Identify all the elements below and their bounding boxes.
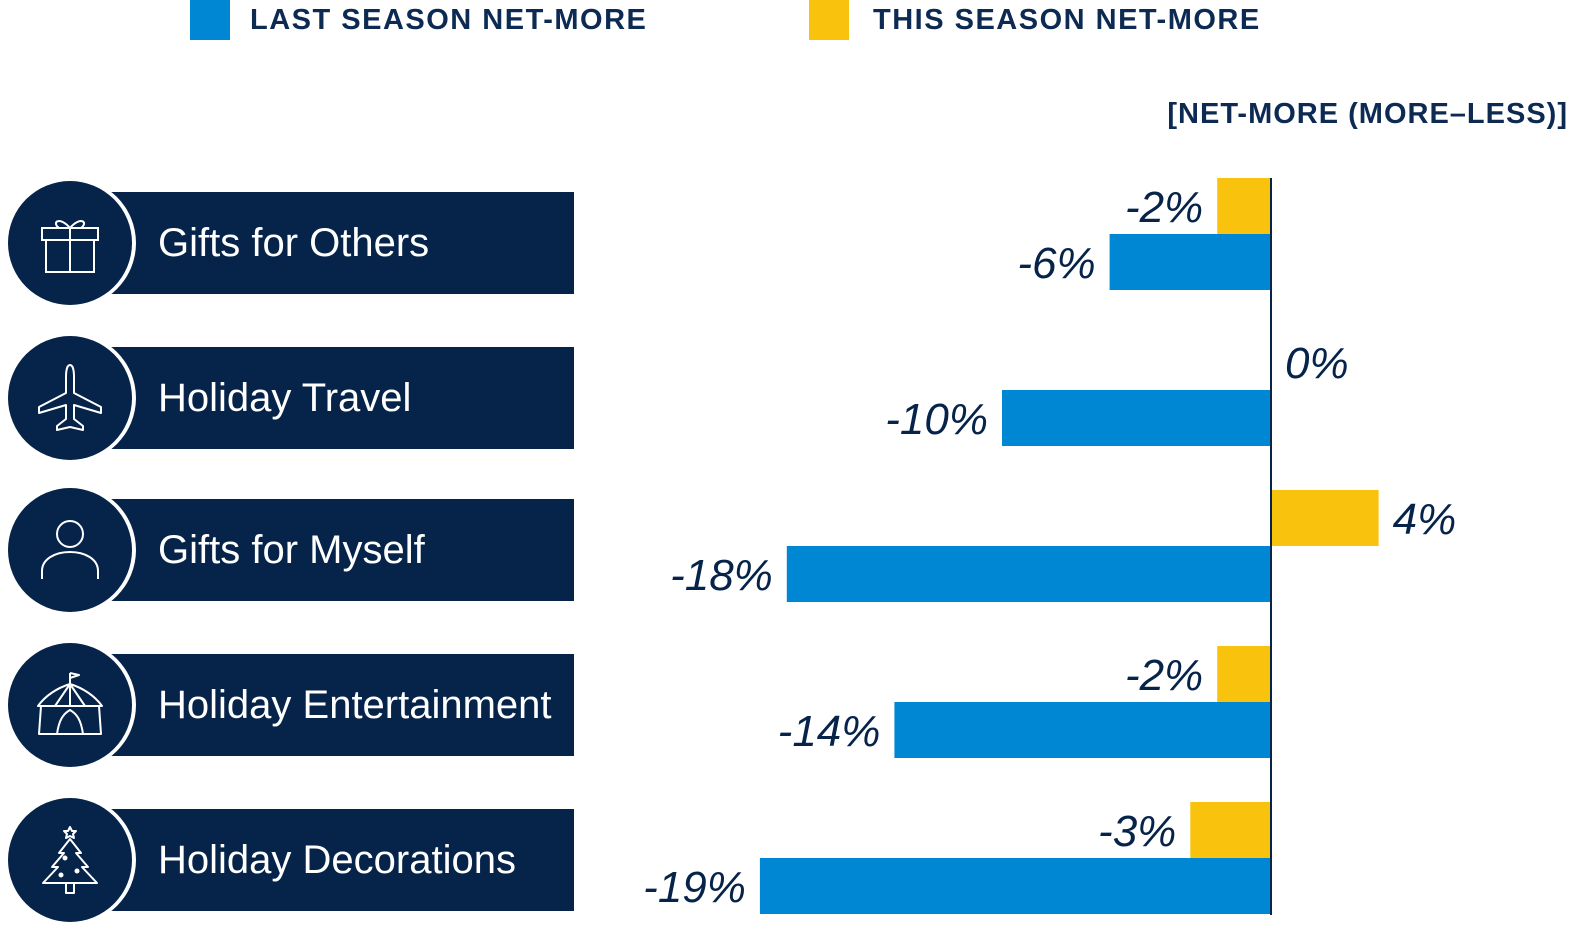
legend-swatch-this-season <box>809 0 849 40</box>
value-label-this-season-gifts-for-myself: 4% <box>1393 495 1457 544</box>
value-label-last-season-gifts-for-myself: -18% <box>670 551 773 600</box>
category-banner <box>96 809 574 911</box>
category-banner <box>96 347 574 449</box>
bar-last-season-gifts-for-myself <box>786 546 1271 602</box>
legend-label-this-season: THIS SEASON NET-MORE <box>873 4 1261 36</box>
legend-label-last-season: LAST SEASON NET-MORE <box>250 4 648 36</box>
category-icon-badge <box>6 178 136 308</box>
legend-item-this-season: THIS SEASON NET-MORE <box>809 0 1261 40</box>
category-icon-badge <box>6 333 136 463</box>
category-label: Holiday Decorations <box>158 838 516 882</box>
value-label-this-season-holiday-travel: 0% <box>1285 339 1349 388</box>
legend-item-last-season: LAST SEASON NET-MORE <box>190 0 647 40</box>
category-banner <box>96 192 574 294</box>
person-icon <box>41 520 99 579</box>
bar-this-season-gifts-for-myself <box>1271 490 1379 546</box>
value-label-this-season-gifts-for-others: -2% <box>1125 183 1203 232</box>
value-label-last-season-gifts-for-others: -6% <box>1017 239 1095 288</box>
category-row-holiday-decorations: Holiday Decorations <box>6 795 574 925</box>
category-icon-badge <box>6 795 136 925</box>
value-label-this-season-holiday-decorations: -3% <box>1098 807 1176 856</box>
category-row-gifts-for-others: Gifts for Others <box>6 178 574 308</box>
category-icon-badge <box>6 485 136 615</box>
bar-last-season-holiday-decorations <box>759 858 1271 914</box>
christmas-tree-icon <box>42 826 98 894</box>
category-banner <box>96 499 574 601</box>
category-label: Gifts for Others <box>158 221 430 265</box>
category-row-holiday-travel: Holiday Travel <box>6 333 574 463</box>
category-row-gifts-for-myself: Gifts for Myself <box>6 485 574 615</box>
value-label-last-season-holiday-decorations: -19% <box>643 863 746 912</box>
net-more-bar-chart: -2% -6% 0% -10% 4% -18% -2% -14% -3% -19% <box>643 178 1457 915</box>
bar-last-season-holiday-entertainment <box>894 702 1271 758</box>
value-label-last-season-holiday-entertainment: -14% <box>778 707 881 756</box>
category-label: Holiday Travel <box>158 376 412 420</box>
gift-icon <box>41 220 99 273</box>
bar-last-season-holiday-travel <box>1002 390 1271 446</box>
bar-last-season-gifts-for-others <box>1109 234 1271 290</box>
axis-note: [NET-MORE (MORE–LESS)] <box>1167 98 1568 130</box>
category-row-holiday-entertainment: Holiday Entertainment <box>6 640 574 770</box>
circus-tent-icon <box>37 672 103 735</box>
value-label-this-season-holiday-entertainment: -2% <box>1125 651 1203 700</box>
airplane-icon <box>38 364 102 431</box>
bar-this-season-gifts-for-others <box>1217 178 1271 234</box>
category-label: Holiday Entertainment <box>158 683 552 727</box>
bar-this-season-holiday-entertainment <box>1217 646 1271 702</box>
legend-swatch-last-season <box>190 0 230 40</box>
value-label-last-season-holiday-travel: -10% <box>885 395 988 444</box>
category-label: Gifts for Myself <box>158 528 425 572</box>
category-icon-badge <box>6 640 136 770</box>
bar-this-season-holiday-decorations <box>1190 802 1271 858</box>
category-banner <box>96 654 574 756</box>
